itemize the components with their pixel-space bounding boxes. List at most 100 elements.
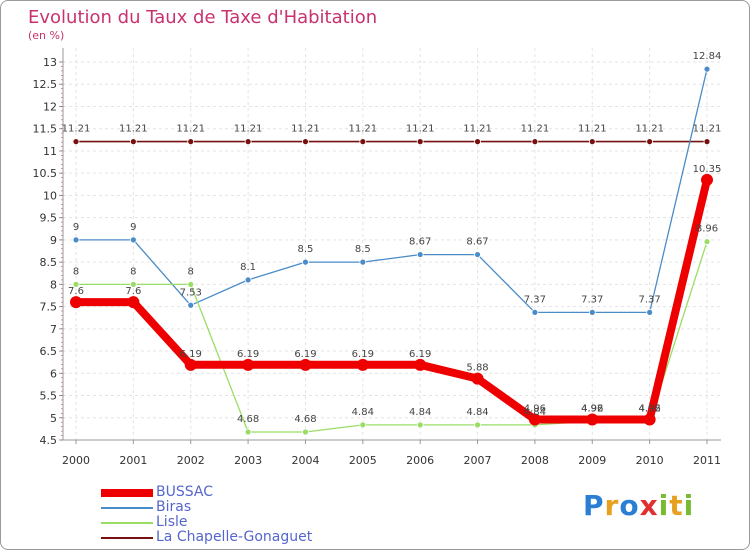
- x-tick-label: 2006: [406, 454, 434, 467]
- data-point-biras: [244, 276, 252, 284]
- data-point-lisle: [302, 428, 309, 436]
- data-label-bussac: 7.6: [125, 286, 141, 297]
- chart-subtitle: (en %): [28, 29, 65, 42]
- plot-area: [63, 48, 721, 440]
- y-tick-label: 10: [43, 189, 57, 202]
- data-label-biras: 8.5: [355, 244, 371, 255]
- logo-letter: i: [683, 489, 695, 522]
- y-tick-label: 10.5: [33, 167, 58, 180]
- data-label-bussac: 6.19: [180, 349, 202, 360]
- data-label-bussac: 4.96: [639, 404, 661, 415]
- data-label-lisle: 4.84: [352, 407, 374, 418]
- data-point-biras: [646, 308, 654, 316]
- data-label-lisle: 4.68: [237, 414, 259, 425]
- data-point-lisle: [474, 421, 481, 429]
- data-label-lisle: 4.92: [639, 403, 661, 414]
- data-point-la-chapelle-gonaguet: [72, 138, 80, 146]
- data-point-bussac: [701, 173, 713, 186]
- data-label-bussac: 10.35: [693, 164, 722, 175]
- data-point-la-chapelle-gonaguet: [302, 138, 309, 146]
- data-point-la-chapelle-gonaguet: [588, 138, 596, 146]
- data-label-biras: 8.5: [298, 244, 314, 255]
- legend-item-la-chapelle-gonaguet: La Chapelle-Gonaguet: [101, 529, 361, 545]
- data-label-la-chapelle-gonaguet: 11.21: [635, 124, 664, 135]
- y-tick-label: 4.5: [40, 434, 58, 447]
- x-tick-label: 2008: [521, 454, 549, 467]
- data-point-lisle: [187, 280, 195, 288]
- data-label-la-chapelle-gonaguet: 11.21: [234, 124, 263, 135]
- x-tick-label: 2009: [578, 454, 606, 467]
- logo-letter: t: [669, 489, 684, 522]
- data-label-la-chapelle-gonaguet: 11.21: [463, 124, 492, 135]
- data-point-la-chapelle-gonaguet: [416, 138, 424, 146]
- y-tick-label: 8: [50, 278, 57, 291]
- x-tick-label: 2000: [62, 454, 90, 467]
- legend-item-lisle: Lisle: [101, 514, 361, 530]
- legend-item-bussac: BUSSAC: [101, 484, 361, 500]
- data-point-la-chapelle-gonaguet: [646, 138, 654, 146]
- data-label-bussac: 5.88: [466, 363, 488, 374]
- data-label-lisle: 4.84: [466, 407, 488, 418]
- data-point-lisle: [703, 238, 711, 246]
- y-tick-label: 6: [50, 367, 57, 380]
- data-label-biras: 7.37: [581, 294, 603, 305]
- data-label-lisle: 8: [188, 266, 194, 277]
- data-label-biras: 8.67: [409, 237, 431, 248]
- data-point-biras: [72, 236, 80, 244]
- data-point-biras: [129, 236, 137, 244]
- logo-letter: x: [639, 489, 659, 522]
- y-tick-label: 6.5: [40, 345, 58, 358]
- data-label-la-chapelle-gonaguet: 11.21: [119, 124, 148, 135]
- data-point-bussac: [356, 358, 369, 371]
- data-point-bussac: [242, 358, 255, 371]
- data-point-la-chapelle-gonaguet: [244, 138, 252, 146]
- data-label-la-chapelle-gonaguet: 11.21: [348, 124, 377, 135]
- proxiti-logo: Proxiti: [583, 489, 694, 522]
- x-tick-label: 2003: [234, 454, 262, 467]
- data-label-la-chapelle-gonaguet: 11.21: [693, 124, 722, 135]
- legend-swatch-la-chapelle-gonaguet: [101, 537, 153, 539]
- data-point-lisle: [416, 421, 424, 429]
- data-label-biras: 8.1: [240, 262, 256, 273]
- series-line-biras: [75, 68, 708, 314]
- data-label-biras: 12.84: [693, 51, 722, 62]
- data-point-la-chapelle-gonaguet: [531, 138, 539, 146]
- data-label-biras: 8.67: [466, 237, 488, 248]
- data-point-lisle: [244, 428, 252, 436]
- data-label-bussac: 6.19: [294, 349, 316, 360]
- data-point-bussac: [528, 413, 541, 426]
- chart-title: Evolution du Taux de Taxe d'Habitation: [28, 7, 378, 28]
- data-point-biras: [474, 251, 481, 258]
- data-point-lisle: [72, 280, 80, 288]
- y-tick-label: 8.5: [40, 256, 58, 269]
- data-label-bussac: 6.19: [237, 349, 259, 360]
- data-point-la-chapelle-gonaguet: [703, 138, 711, 146]
- x-tick-label: 2002: [177, 454, 205, 467]
- y-tick-label: 5: [50, 412, 57, 425]
- data-label-lisle: 4.92: [581, 403, 603, 414]
- logo-letter: o: [619, 489, 640, 522]
- y-tick-label: 9.5: [40, 212, 58, 225]
- data-point-la-chapelle-gonaguet: [187, 138, 195, 146]
- data-point-bussac: [586, 413, 599, 426]
- data-label-bussac: 7.6: [68, 286, 84, 297]
- legend-label-lisle: Lisle: [156, 514, 188, 530]
- data-point-biras: [588, 308, 596, 316]
- legend-label-la-chapelle-gonaguet: La Chapelle-Gonaguet: [156, 529, 313, 545]
- data-label-la-chapelle-gonaguet: 11.21: [176, 124, 205, 135]
- data-label-lisle: 8: [130, 266, 136, 277]
- y-tick-label: 11: [43, 145, 57, 158]
- legend-label-bussac: BUSSAC: [156, 484, 213, 500]
- legend-label-biras: Biras: [156, 499, 192, 515]
- x-tick-label: 2001: [119, 454, 147, 467]
- data-label-lisle: 8.96: [696, 224, 718, 235]
- data-label-lisle: 4.68: [294, 414, 316, 425]
- data-point-biras: [416, 251, 424, 258]
- data-label-la-chapelle-gonaguet: 11.21: [578, 124, 607, 135]
- data-label-bussac: 6.19: [352, 349, 374, 360]
- data-point-bussac: [414, 358, 427, 371]
- legend-item-biras: Biras: [101, 499, 361, 515]
- data-label-la-chapelle-gonaguet: 11.21: [62, 124, 91, 135]
- data-point-biras: [359, 258, 367, 266]
